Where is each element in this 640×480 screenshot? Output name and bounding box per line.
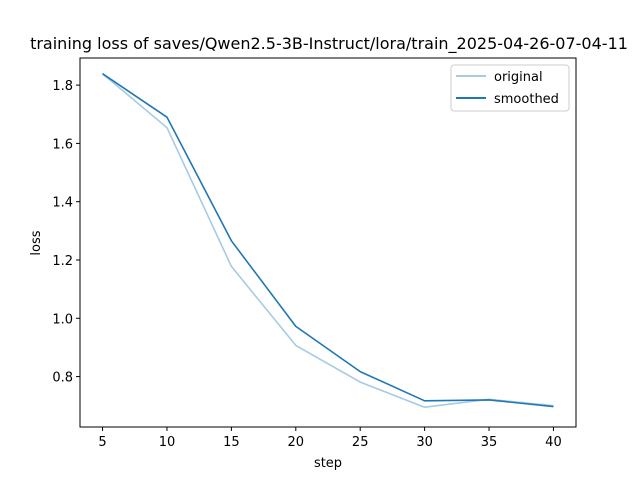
- x-tick-label: 20: [288, 435, 305, 450]
- y-axis: 0.8 1.0 1.2 1.4 1.6 1.8: [52, 79, 80, 386]
- series-line-smoothed: [102, 73, 554, 408]
- y-tick-label: 1.2: [52, 254, 73, 269]
- x-tick-label: 25: [352, 435, 369, 450]
- x-tick-label: 10: [159, 435, 176, 450]
- legend-label-original: original: [494, 70, 543, 85]
- x-tick-label: 5: [98, 435, 106, 450]
- x-axis-label: step: [314, 456, 342, 471]
- y-tick-label: 1.6: [52, 137, 73, 152]
- plot-area: [80, 58, 576, 427]
- y-axis-label: loss: [29, 230, 44, 255]
- x-tick-label: 40: [545, 435, 562, 450]
- legend-label-smoothed: smoothed: [494, 92, 559, 107]
- x-tick-label: 15: [223, 435, 240, 450]
- x-axis: 5 10 15 20 25 30 35 40: [98, 427, 562, 450]
- x-tick-label: 35: [481, 435, 498, 450]
- y-tick-label: 1.8: [52, 79, 73, 94]
- y-tick-label: 1.4: [52, 196, 73, 211]
- x-tick-label: 30: [416, 435, 433, 450]
- y-tick-label: 0.8: [52, 371, 73, 386]
- y-tick-label: 1.0: [52, 312, 73, 327]
- legend: original smoothed: [450, 64, 570, 112]
- series-lines: [101, 73, 554, 409]
- chart-title: training loss of saves/Qwen2.5-3B-Instru…: [30, 34, 628, 54]
- plot-frame: [79, 57, 577, 428]
